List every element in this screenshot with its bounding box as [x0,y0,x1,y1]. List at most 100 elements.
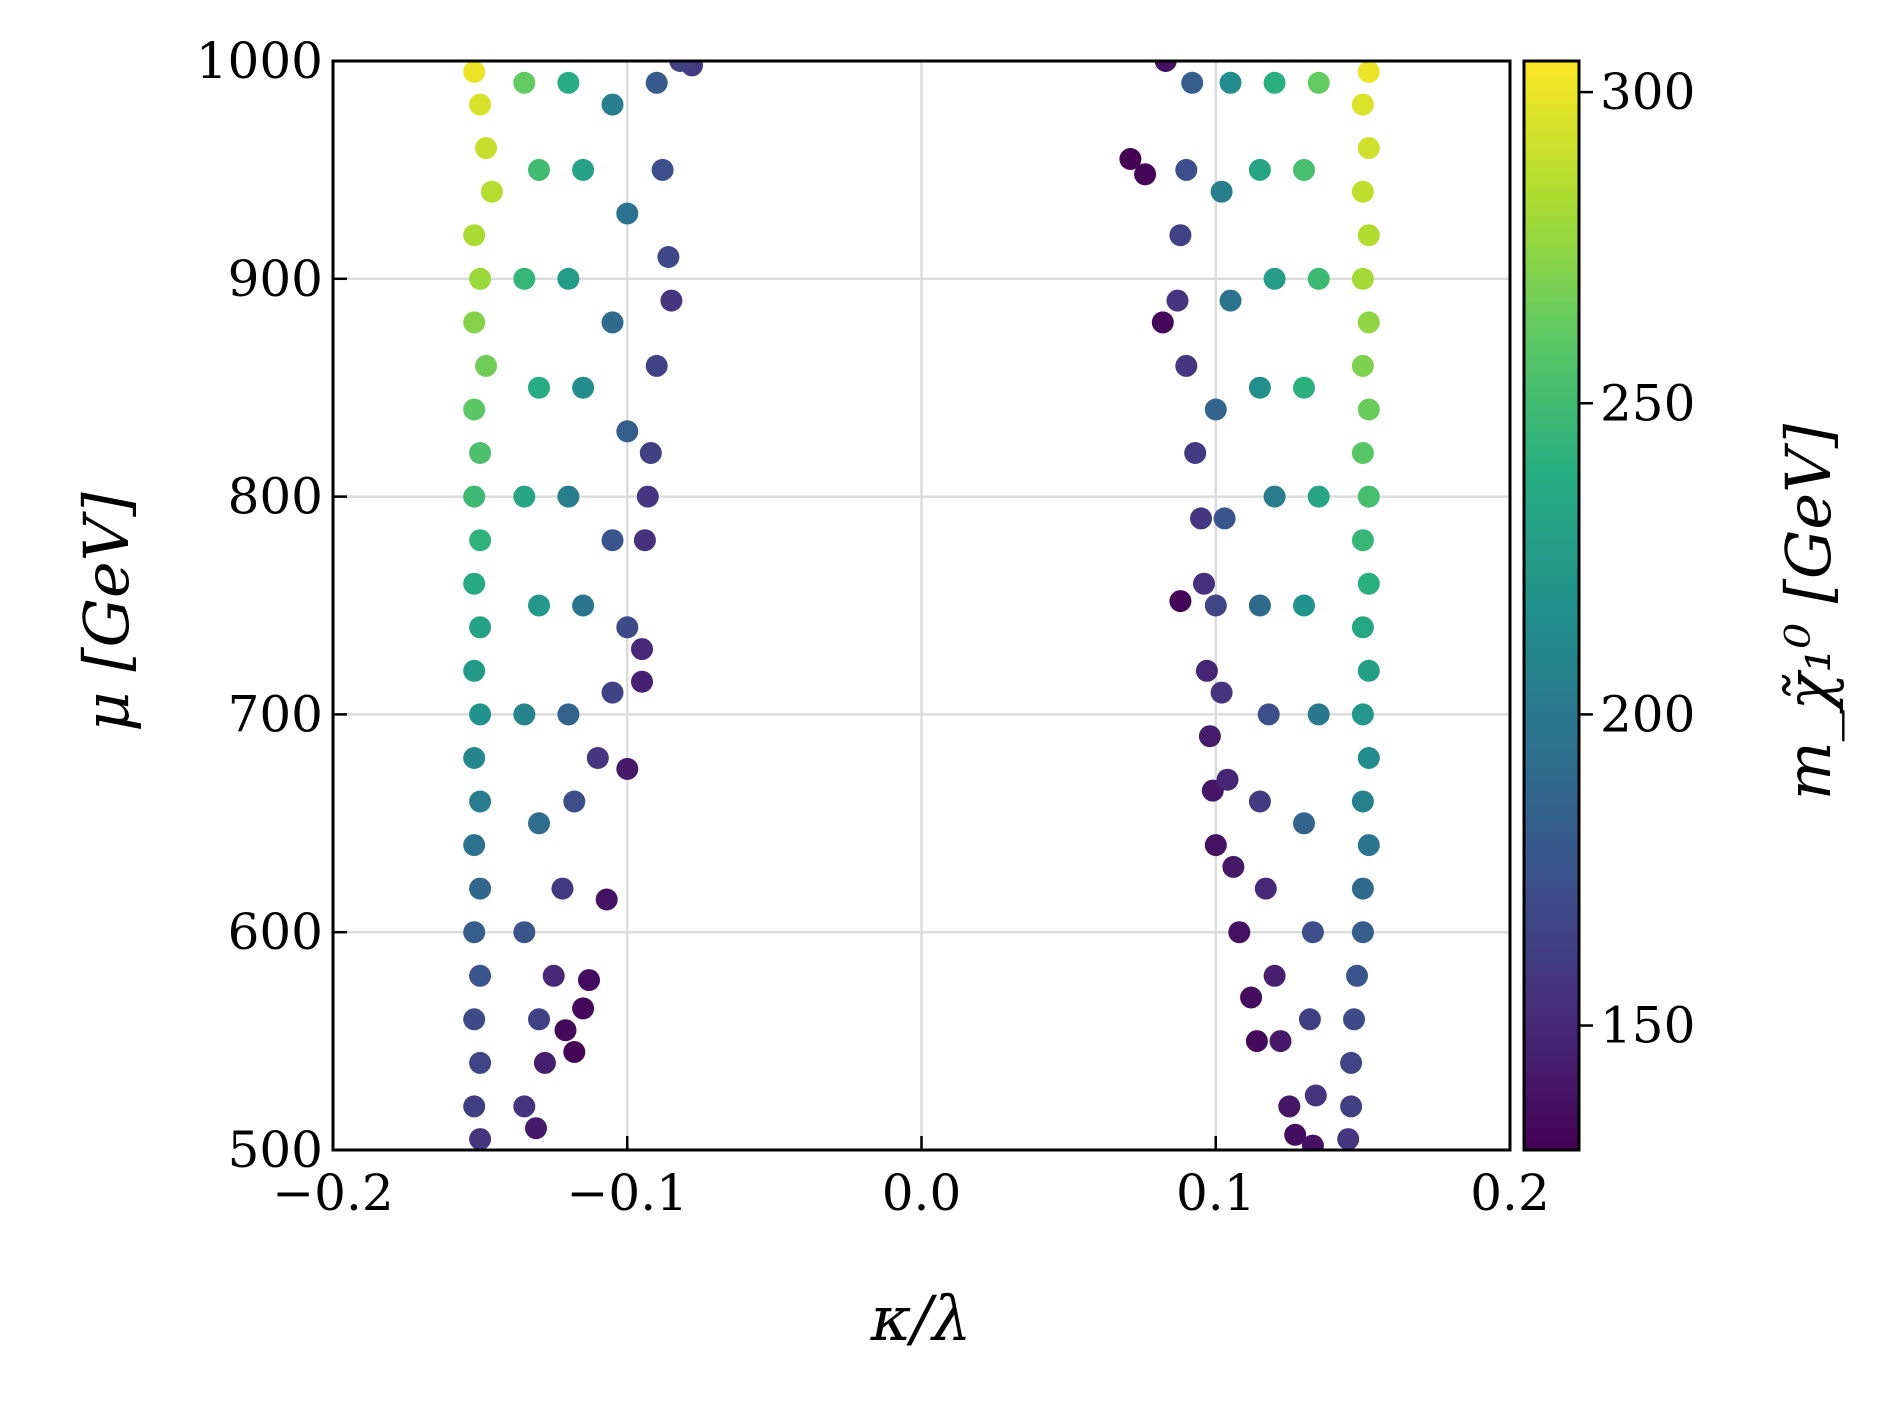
scatter-point [1337,1128,1360,1150]
scatter-point [1181,71,1204,94]
scatter-point [513,485,536,508]
y-tick-label: 600 [228,903,323,961]
scatter-point [469,442,492,464]
scatter-point [1343,1008,1365,1031]
scatter-point [1340,1051,1363,1074]
scatter-point [1248,158,1271,181]
scatter-point [631,670,653,693]
scatter-point [542,964,565,987]
scatter-point [645,71,668,94]
scatter-point [528,158,550,181]
scatter-point [528,812,550,835]
scatter-point [1219,289,1242,312]
colorbar-tick-label: 200 [1600,685,1695,743]
scatter-point [1175,158,1198,181]
scatter-point [1228,921,1251,944]
scatter-point [525,1117,547,1140]
scatter-point [1278,1095,1301,1118]
scatter-point [513,71,536,94]
scatter-point [657,246,680,268]
colorbar-tick-label: 150 [1600,997,1695,1055]
scatter-point [1210,180,1233,203]
scatter-point [469,703,492,726]
x-tick-label: 0.0 [882,1164,962,1222]
scatter-point [1357,398,1380,421]
scatter-point [463,659,486,682]
y-axis-ticks: 500 600 700 800 900 1000 [196,32,347,1179]
scatter-point [469,964,492,987]
scatter-point [463,1008,486,1031]
scatter-point [1193,572,1215,595]
scatter-point [1204,834,1227,857]
scatter-point [1213,507,1236,530]
scatter-point [1351,529,1374,552]
scatter-point [1293,376,1315,399]
scatter-point [572,594,595,617]
scatter-point [1346,964,1368,987]
scatter-point [1210,681,1233,704]
scatter-point [463,1095,486,1118]
scatter-point [463,834,486,857]
scatter-point [1357,485,1380,508]
scatter-point [616,420,639,443]
scatter-point [1263,267,1286,290]
scatter-point [1351,877,1374,900]
scatter-point [469,267,492,290]
scatter-point [1301,921,1324,944]
scatter-point [660,289,683,312]
scatter-point [557,267,580,290]
scatter-point [572,376,595,399]
y-tick-label: 800 [228,468,323,526]
grid-lines [333,61,1510,1150]
scatter-point [528,1008,550,1031]
scatter-point [636,485,659,508]
scatter-point [645,354,668,377]
scatter-point [469,1051,492,1074]
scatter-point [1307,267,1330,290]
scatter-point [1351,703,1374,726]
scatter-point [1357,659,1380,682]
scatter-point [601,93,624,116]
colorbar-ticks: 150 200 250 300 [1579,63,1695,1055]
scatter-point [1257,703,1280,726]
scatter-point [1351,616,1374,639]
scatter-point [1357,137,1380,160]
scatter-point [1340,1095,1363,1118]
scatter-point [533,1051,556,1074]
scatter-point [616,757,639,780]
scatter-point [475,137,497,160]
scatter-point [528,376,550,399]
scatter-point [463,224,486,247]
scatter-point [463,572,486,595]
scatter-point [1190,507,1212,530]
scatter-point [1301,1134,1324,1150]
scatter-point [1184,442,1207,464]
colorbar-title: m_χ̃₁⁰ [GeV] [1772,423,1845,800]
scatter-point [513,921,536,944]
scatter-point [1198,725,1221,748]
scatter-point [557,71,580,94]
scatter-point [463,747,486,769]
scatter-point [1351,354,1374,377]
scatter-point [513,267,536,290]
scatter-point [1284,1123,1307,1146]
scatter-point [631,638,653,661]
scatter-point [557,485,580,508]
scatter-point [475,354,497,377]
colorbar-tick-label: 250 [1600,374,1695,432]
x-tick-label: 0.2 [1470,1164,1550,1222]
scatter-point [601,681,624,704]
scatter-point [1351,180,1374,203]
scatter-point [463,398,486,421]
scatter-point [1357,572,1380,595]
scatter-point [1219,71,1242,94]
scatter-point [463,485,486,508]
scatter-point [1293,594,1315,617]
scatter-point [1248,594,1271,617]
scatter-point [1154,61,1177,72]
y-tick-label: 1000 [196,32,323,90]
scatter-point [1263,485,1286,508]
scatter-point [1119,148,1142,170]
